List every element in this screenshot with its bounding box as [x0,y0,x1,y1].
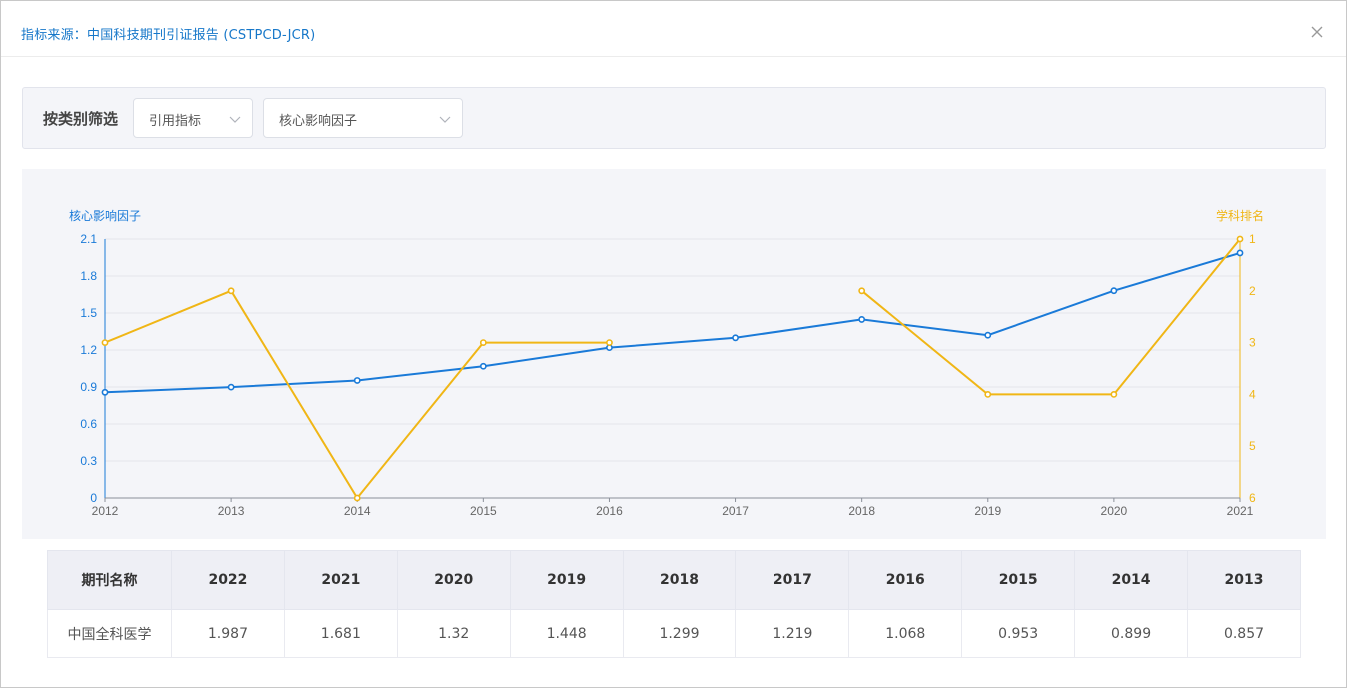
x-axis-tick-label: 2020 [1101,504,1128,518]
x-axis-tick-label: 2019 [974,504,1001,518]
data-point-impact-factor [732,334,739,342]
left-axis-title: 核心影响因子 [69,208,141,223]
column-header-year: 2017 [735,550,850,610]
column-header-year: 2014 [1074,550,1189,610]
dialog-title: 指标来源：中国科技期刊引证报告 (CSTPCD-JCR) [21,28,316,43]
left-axis-tick-label: 1.2 [80,343,97,357]
x-axis-tick-label: 2012 [92,504,119,518]
data-point-subject-rank [353,494,361,502]
right-axis-tick-label: 5 [1249,439,1256,453]
data-point-subject-rank [984,390,992,398]
table-cell-value: 0.899 [1074,609,1189,658]
category-select[interactable]: 引用指标 [133,98,253,138]
x-axis-tick-label: 2016 [596,504,623,518]
left-axis-tick-label: 1.8 [80,269,97,283]
data-point-impact-factor [101,388,109,396]
chart-panel: 0 0.3 0.6 0.9 1.2 1.5 1.8 2.1 1 2 3 4 5 6 2012 2013 2014… [22,169,1326,539]
table-body: 中国全科医学 1.987 1.681 1.32 1.448 1.299 1.219 1.068… [47,609,1301,658]
data-point-subject-rank [1110,390,1118,398]
series-line-subject-rank [861,238,1241,396]
column-header-year: 2019 [509,550,624,610]
left-axis-tick-label: 0.9 [80,380,97,394]
data-point-impact-factor [984,331,992,339]
table-cell-value: 1.068 [848,609,963,658]
line-chart: 0 0.3 0.6 0.9 1.2 1.5 1.8 2.1 1 2 3 4 5 6 2012 2013 2014… [69,208,1264,518]
right-axis-tick-label: 2 [1249,284,1256,298]
x-axis-tick-label: 2015 [470,504,497,518]
column-header-year: 2013 [1187,550,1301,610]
table-cell-value: 0.953 [961,609,1076,658]
data-point-subject-rank [1236,235,1244,243]
indicator-select-value: 核心影响因子 [279,114,358,129]
x-axis-tick-label: 2018 [848,504,875,518]
x-axis-tick-label: 2014 [344,504,371,518]
x-axis-tick-label: 2017 [722,504,749,518]
right-axis-title: 学科排名 [1216,208,1264,223]
table-header-row: 期刊名称 2022 2021 2020 2019 2018 2017 2016 2015 2014… [47,550,1301,610]
right-axis-tick-label: 6 [1249,491,1256,505]
right-axis-tick-label: 3 [1249,336,1256,350]
table-cell-value: 1.32 [396,609,511,658]
filter-label: 按类别筛选 [43,110,119,128]
table-cell-value: 1.448 [509,609,624,658]
data-point-impact-factor [1236,249,1244,257]
data-point-subject-rank [101,339,109,346]
data-point-impact-factor [353,377,361,384]
data-point-impact-factor [1110,287,1118,295]
left-axis-tick-label: 0 [90,491,97,505]
right-axis-tick-label: 4 [1249,387,1256,401]
table-cell-value: 0.857 [1187,609,1301,658]
table-cell-journal: 中国全科医学 [47,609,172,658]
data-point-subject-rank [858,287,866,295]
column-header-year: 2018 [622,550,737,610]
table-cell-value: 1.681 [283,609,398,658]
table-cell-value: 1.219 [735,609,850,658]
column-header-year: 2020 [396,550,511,610]
dialog-header: 指标来源：中国科技期刊引证报告 (CSTPCD-JCR) [1,1,1346,57]
left-axis-tick-label: 2.1 [80,232,97,246]
data-point-impact-factor [479,362,487,370]
data-table: 期刊名称 2022 2021 2020 2019 2018 2017 2016 2015 2014… [47,550,1301,658]
indicator-select[interactable]: 核心影响因子 [263,98,463,138]
column-header-year: 2022 [171,550,285,610]
left-axis-tick-label: 1.5 [80,306,97,320]
series-line-subject-rank [104,289,610,500]
x-axis-tick-label: 2021 [1227,504,1254,518]
data-point-subject-rank [227,287,235,295]
close-icon[interactable] [1308,23,1326,41]
column-header-year: 2015 [961,550,1076,610]
filter-bar: 按类别筛选 引用指标 核心影响因子 [22,87,1326,149]
left-axis-tick-label: 0.6 [80,417,97,431]
right-axis-tick-label: 1 [1249,232,1256,246]
x-axis-tick-label: 2013 [218,504,245,518]
left-axis-tick-label: 0.3 [80,454,97,468]
column-header-year: 2021 [283,550,398,610]
table-cell-value: 1.299 [622,609,737,658]
table-cell-value: 1.987 [171,609,285,658]
column-header-journal: 期刊名称 [47,550,172,610]
data-point-subject-rank [606,339,613,346]
chevron-down-icon [439,116,451,123]
column-header-year: 2016 [848,550,963,610]
chevron-down-icon [229,116,241,123]
category-select-value: 引用指标 [149,114,202,129]
data-point-impact-factor [858,316,866,323]
table-row: 中国全科医学 1.987 1.681 1.32 1.448 1.299 1.219 1.068… [47,609,1301,658]
series-line-impact-factor [104,251,1241,394]
data-point-subject-rank [479,339,487,346]
data-point-impact-factor [227,383,235,391]
